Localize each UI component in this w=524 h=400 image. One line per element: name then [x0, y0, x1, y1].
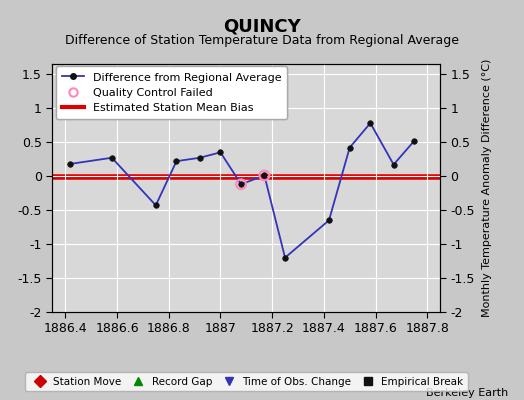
Text: Berkeley Earth: Berkeley Earth	[426, 388, 508, 398]
Point	[237, 181, 245, 188]
Legend: Station Move, Record Gap, Time of Obs. Change, Empirical Break: Station Move, Record Gap, Time of Obs. C…	[25, 372, 467, 391]
Point	[260, 172, 269, 179]
Text: Difference of Station Temperature Data from Regional Average: Difference of Station Temperature Data f…	[65, 34, 459, 47]
Text: QUINCY: QUINCY	[223, 18, 301, 36]
Y-axis label: Monthly Temperature Anomaly Difference (°C): Monthly Temperature Anomaly Difference (…	[482, 59, 492, 317]
Legend: Difference from Regional Average, Quality Control Failed, Estimated Station Mean: Difference from Regional Average, Qualit…	[56, 66, 287, 119]
